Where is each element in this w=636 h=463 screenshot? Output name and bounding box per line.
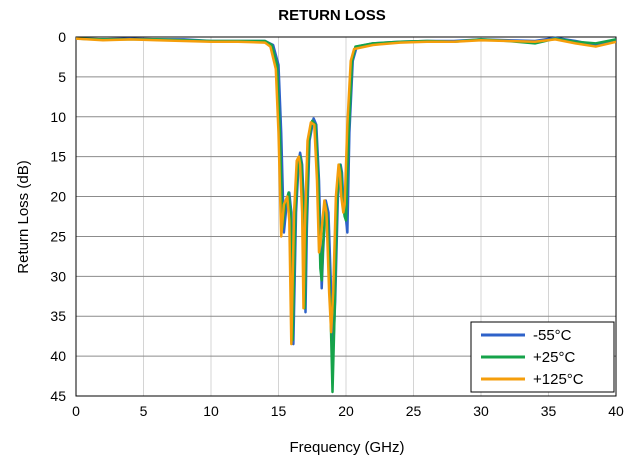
x-tick-label: 20 — [338, 403, 354, 419]
x-tick-label: 25 — [406, 403, 422, 419]
y-tick-label: 10 — [50, 109, 66, 125]
x-tick-label: 5 — [140, 403, 148, 419]
x-tick-label: 35 — [541, 403, 557, 419]
legend-label: +25°C — [533, 349, 575, 366]
legend: -55°C +25°C +125°C — [470, 321, 615, 393]
x-tick-label: 10 — [203, 403, 219, 419]
plot-area-border — [75, 36, 617, 397]
grid — [76, 37, 616, 396]
chart-title: RETURN LOSS — [278, 7, 386, 24]
y-tick-label: 35 — [50, 308, 66, 324]
x-tick-label: 15 — [271, 403, 287, 419]
y-tick-label: 40 — [50, 348, 66, 364]
legend-label: -55°C — [533, 327, 572, 344]
y-tick-label: 15 — [50, 149, 66, 165]
y-tick-label: 45 — [50, 388, 66, 404]
y-tick-label: 25 — [50, 228, 66, 244]
x-tick-label: 40 — [608, 403, 624, 419]
x-axis-label: Frequency (GHz) — [289, 439, 404, 456]
x-tick-label: 30 — [473, 403, 489, 419]
y-tick-label: 0 — [58, 29, 66, 45]
y-tick-label: 5 — [58, 69, 66, 85]
x-tick-label: 0 — [72, 403, 80, 419]
series-line-2 — [76, 37, 616, 346]
axis-ticks: 0 5 10 15 20 25 30 35 40 0 5 10 15 20 25 30 35 40 45 — [50, 29, 624, 419]
legend-label: +125°C — [533, 371, 584, 388]
series-group — [76, 36, 616, 394]
y-axis-label: Return Loss (dB) — [15, 160, 32, 273]
y-tick-label: 20 — [50, 189, 66, 205]
y-tick-label: 30 — [50, 268, 66, 284]
